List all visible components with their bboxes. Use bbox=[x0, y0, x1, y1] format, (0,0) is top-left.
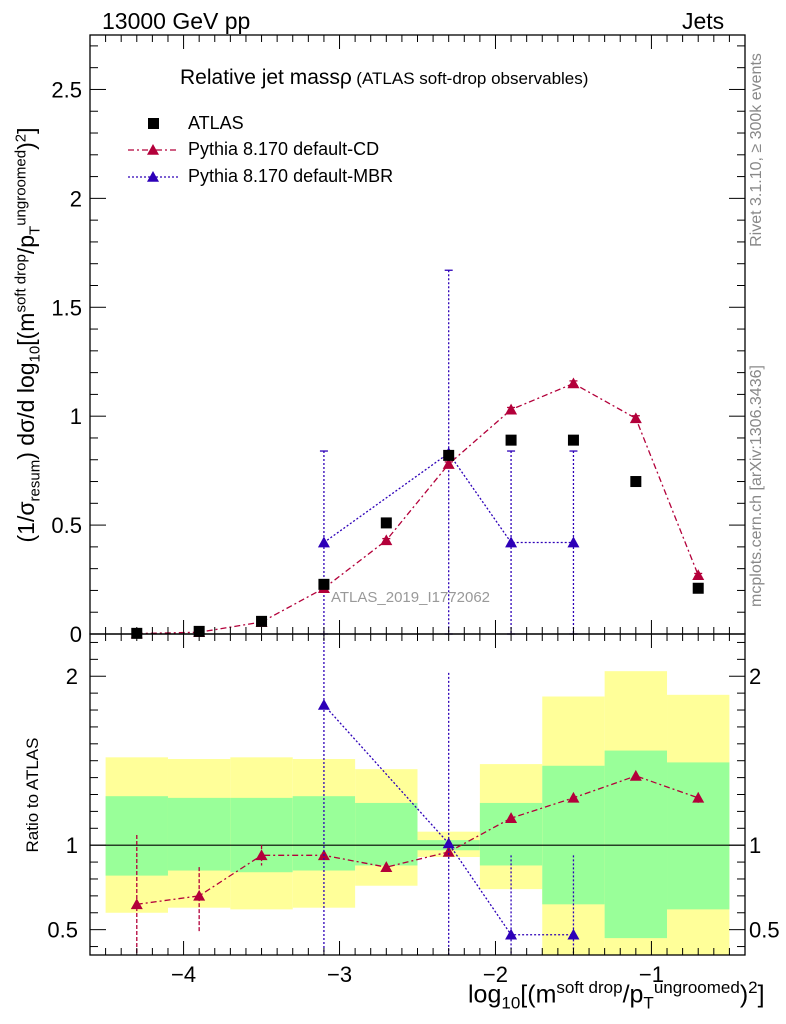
cd-point bbox=[442, 458, 455, 469]
x-tick-label: −1 bbox=[639, 962, 664, 987]
ratio-y-tick-label: 2 bbox=[66, 664, 78, 689]
cd-line bbox=[136, 382, 699, 635]
legend-marker-mbr bbox=[147, 171, 159, 182]
ratio-mbr-line bbox=[323, 704, 574, 936]
axes-layer: −4 −3 −2 −1 0 0.5 1 1.5 2 2.5 0.5 0.5 1 1 2 2 bbox=[47, 34, 780, 987]
energy-label: 13000 GeV pp bbox=[102, 8, 251, 34]
ratio-cd-point bbox=[193, 889, 206, 901]
ratio-y-tick-label: 0.5 bbox=[47, 918, 78, 943]
atlas-point bbox=[630, 476, 642, 488]
y-tick-label: 0.5 bbox=[51, 513, 82, 538]
x-tick-label: −2 bbox=[483, 962, 508, 987]
legend-label-mbr: Pythia 8.170 default-MBR bbox=[188, 166, 394, 186]
ratio-cd-point bbox=[629, 769, 642, 781]
ratio-mbr-point bbox=[317, 698, 330, 710]
y-tick-label: 2.5 bbox=[51, 77, 82, 102]
green-band-bin bbox=[667, 762, 730, 910]
green-band-bin bbox=[604, 750, 668, 939]
mbr-point bbox=[505, 536, 518, 548]
ratio-cd-point bbox=[380, 861, 393, 872]
ratio-y-tick-label-right: 0.5 bbox=[749, 918, 780, 943]
green-band-bin bbox=[167, 797, 231, 871]
main-plot-layer bbox=[130, 269, 705, 639]
atlas-point bbox=[443, 449, 455, 461]
legend-marker-cd bbox=[147, 144, 159, 155]
y-tick-label: 1.5 bbox=[51, 295, 82, 320]
mbr-point bbox=[317, 536, 330, 548]
ratio-cd-point bbox=[442, 845, 455, 857]
green-band-bin bbox=[355, 802, 418, 866]
cd-point bbox=[629, 412, 642, 424]
ratio-cd-line bbox=[136, 775, 699, 905]
atlas-point bbox=[567, 434, 579, 446]
ratio-cd-point bbox=[567, 791, 580, 803]
ratio-y-tick-label-right: 2 bbox=[749, 664, 761, 689]
cd-point bbox=[380, 534, 393, 546]
ratio-cd-point bbox=[130, 898, 143, 910]
analysis-watermark: ATLAS_2019_I1772062 bbox=[331, 589, 491, 606]
process-label: Jets bbox=[682, 8, 725, 34]
ratio-plot-layer bbox=[90, 634, 745, 955]
atlas-point bbox=[692, 582, 704, 594]
mbr-point bbox=[567, 536, 580, 548]
chart-title: Relative jet massρ (ATLAS soft-drop obse… bbox=[180, 66, 588, 90]
mbr-line bbox=[323, 452, 574, 544]
x-tick-label: −4 bbox=[171, 962, 196, 987]
cd-point bbox=[505, 403, 518, 415]
ratio-mbr-point bbox=[505, 928, 518, 940]
ratio-y-tick-label: 1 bbox=[66, 833, 78, 858]
ratio-cd-point bbox=[505, 812, 518, 823]
ratio-cd-point bbox=[692, 791, 705, 803]
ratio-mbr-point bbox=[567, 928, 580, 940]
main-frame bbox=[89, 34, 746, 635]
title-sub: (ATLAS soft-drop observables) bbox=[356, 69, 589, 88]
atlas-point bbox=[505, 434, 517, 446]
legend-label-cd: Pythia 8.170 default-CD bbox=[188, 139, 380, 159]
legend-markers bbox=[128, 118, 178, 182]
atlas-point bbox=[256, 615, 268, 627]
legend-label-atlas: ATLAS bbox=[188, 113, 244, 133]
cd-point bbox=[692, 569, 705, 580]
atlas-point bbox=[318, 578, 330, 590]
ratio-y-tick-label-right: 1 bbox=[749, 833, 761, 858]
ratio-mbr-point bbox=[442, 837, 455, 849]
atlas-point bbox=[380, 517, 392, 529]
x-axis-label: log10[(msoft drop/pTungroomed)2] bbox=[468, 978, 765, 1013]
y-tick-label: 1 bbox=[70, 404, 82, 429]
x-tick-label: −3 bbox=[327, 962, 352, 987]
cd-point bbox=[567, 377, 580, 389]
y-tick-label: 2 bbox=[70, 186, 82, 211]
y-tick-label: 0 bbox=[70, 622, 82, 647]
legend-marker-atlas bbox=[148, 118, 159, 129]
ratio-cd-point bbox=[255, 849, 268, 861]
title-main: Relative jet massρ bbox=[180, 66, 352, 89]
